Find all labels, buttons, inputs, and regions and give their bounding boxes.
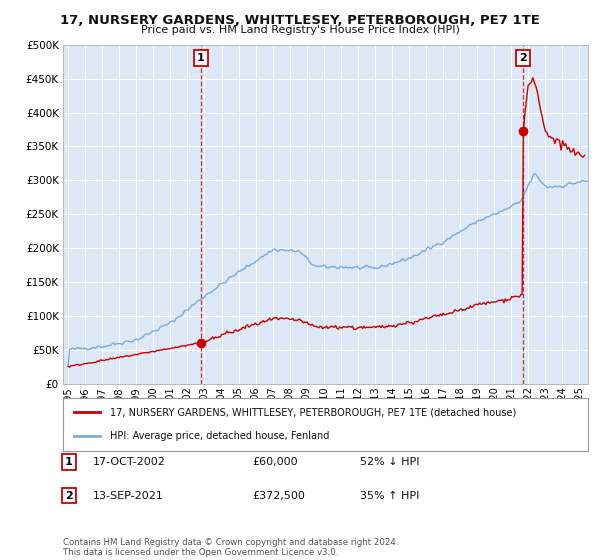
Text: 1: 1 (65, 457, 73, 467)
Text: HPI: Average price, detached house, Fenland: HPI: Average price, detached house, Fenl… (110, 431, 329, 441)
Text: Price paid vs. HM Land Registry's House Price Index (HPI): Price paid vs. HM Land Registry's House … (140, 25, 460, 35)
Text: 2: 2 (520, 53, 527, 63)
Text: 17, NURSERY GARDENS, WHITTLESEY, PETERBOROUGH, PE7 1TE (detached house): 17, NURSERY GARDENS, WHITTLESEY, PETERBO… (110, 408, 517, 418)
Text: £60,000: £60,000 (252, 457, 298, 467)
Text: 52% ↓ HPI: 52% ↓ HPI (360, 457, 419, 467)
Text: 2: 2 (65, 491, 73, 501)
Text: £372,500: £372,500 (252, 491, 305, 501)
Text: 17, NURSERY GARDENS, WHITTLESEY, PETERBOROUGH, PE7 1TE: 17, NURSERY GARDENS, WHITTLESEY, PETERBO… (60, 14, 540, 27)
Text: 1: 1 (197, 53, 205, 63)
Text: 17-OCT-2002: 17-OCT-2002 (93, 457, 166, 467)
Text: Contains HM Land Registry data © Crown copyright and database right 2024.
This d: Contains HM Land Registry data © Crown c… (63, 538, 398, 557)
Text: 13-SEP-2021: 13-SEP-2021 (93, 491, 164, 501)
Text: 35% ↑ HPI: 35% ↑ HPI (360, 491, 419, 501)
